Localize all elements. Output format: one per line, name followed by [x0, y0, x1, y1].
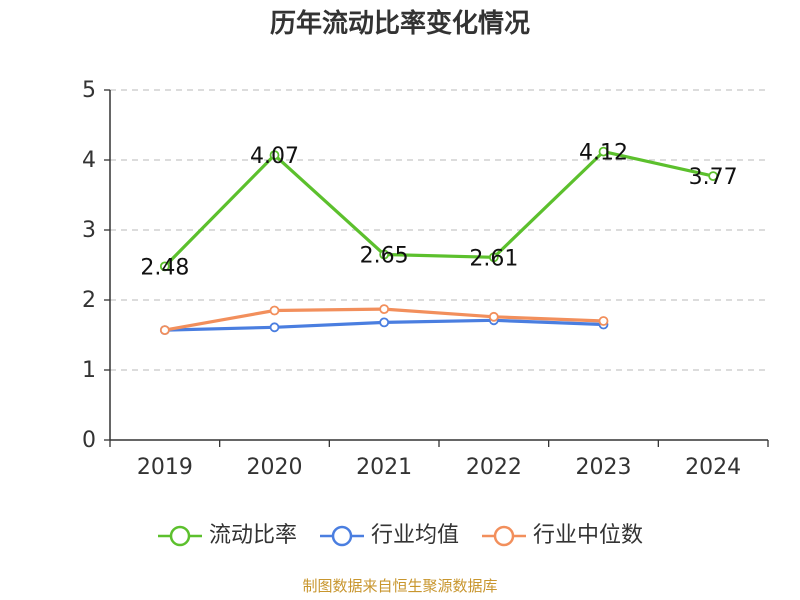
data-point[interactable]	[159, 325, 170, 336]
series-2	[159, 304, 609, 336]
legend-label-industry-median: 行业中位数	[533, 523, 644, 548]
data-point[interactable]	[488, 311, 499, 322]
chart-title: 历年流动比率变化情况	[269, 9, 530, 39]
data-label: 2.48	[140, 255, 189, 280]
data-point[interactable]	[269, 305, 280, 316]
series-line	[163, 150, 715, 268]
legend-item-industry-median[interactable]: 行业中位数	[481, 521, 643, 551]
x-tick-label: 2023	[576, 455, 632, 480]
legend-item-industry-mean[interactable]: 行业均值	[319, 521, 459, 551]
y-tick-label: 2	[82, 288, 96, 313]
x-tick-label: 2022	[466, 455, 522, 480]
legend-item-current-ratio[interactable]: 流动比率	[157, 521, 297, 551]
y-tick-label: 5	[82, 78, 96, 103]
data-labels: 2.48 4.07 2.65 2.61 4.12 3.77	[140, 141, 737, 281]
y-tick-label: 1	[82, 358, 96, 383]
x-tick-label: 2020	[247, 455, 303, 480]
data-source-note: 制图数据来自恒生聚源数据库	[302, 577, 498, 595]
data-point[interactable]	[269, 150, 280, 161]
series-lines	[159, 146, 719, 336]
legend-label-current-ratio: 流动比率	[208, 523, 297, 548]
x-tick-label: 2021	[356, 455, 412, 480]
legend-industry-mean-icon	[319, 525, 364, 547]
axes: 0 1 2 3 4 5 2019 2020 2021 2022 2023 2024	[82, 78, 769, 480]
y-tick-label: 4	[82, 148, 96, 173]
y-tick-label: 3	[82, 218, 96, 243]
data-point[interactable]	[598, 316, 609, 326]
data-point[interactable]	[488, 252, 499, 263]
data-label: 2.65	[360, 244, 409, 269]
y-tick-label: 0	[82, 428, 96, 453]
data-label: 3.77	[689, 165, 738, 190]
legend: 流动比率 行业均值 行业中位数	[0, 518, 800, 554]
data-label: 4.07	[250, 144, 299, 169]
legend-current-ratio-icon	[157, 525, 202, 547]
series-0	[159, 146, 719, 272]
data-point[interactable]	[159, 261, 170, 272]
data-point[interactable]	[379, 249, 390, 260]
data-point[interactable]	[379, 317, 390, 328]
data-label: 4.12	[579, 141, 628, 166]
data-point[interactable]	[269, 322, 280, 333]
x-tick-label: 2019	[137, 455, 193, 480]
data-point[interactable]	[708, 171, 719, 182]
data-point[interactable]	[598, 146, 609, 157]
data-point[interactable]	[379, 304, 390, 315]
data-label: 2.61	[469, 246, 518, 271]
legend-label-industry-mean: 行业均值	[370, 523, 459, 548]
legend-industry-median-icon	[482, 525, 526, 547]
x-tick-label: 2024	[685, 455, 741, 480]
